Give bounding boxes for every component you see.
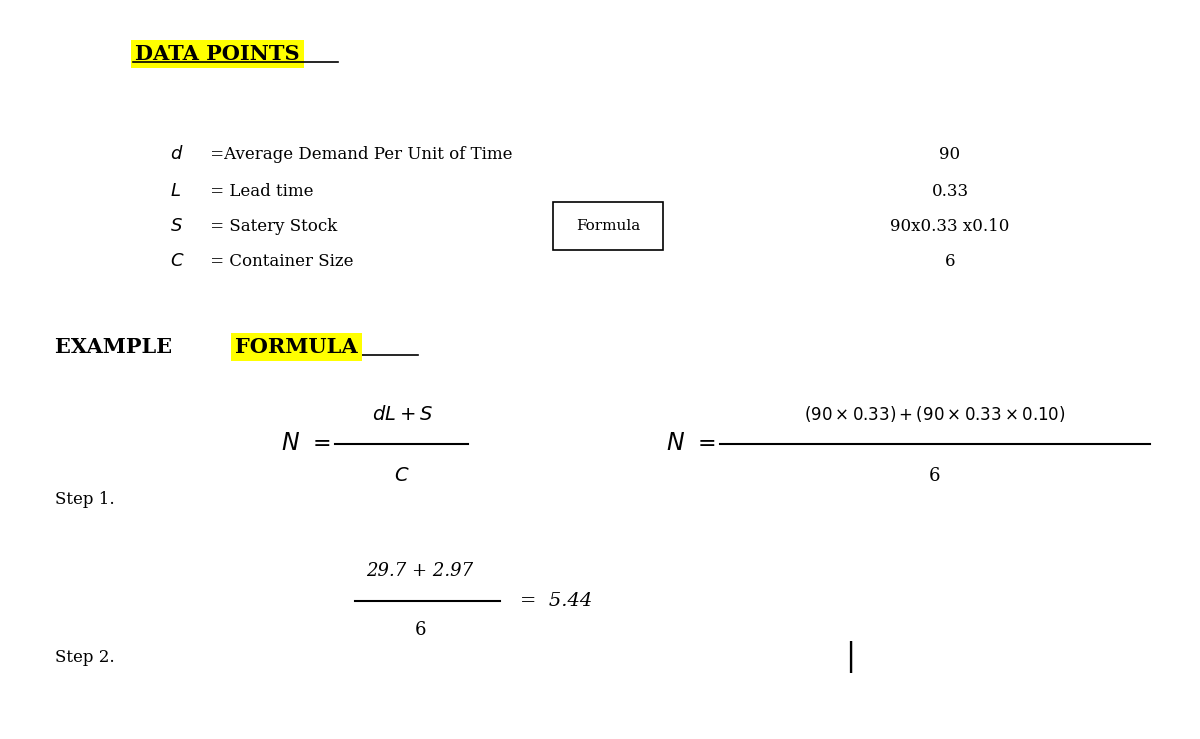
FancyBboxPatch shape [553,202,662,250]
Text: Step 2.: Step 2. [55,649,115,666]
Text: =  5.44: = 5.44 [520,592,593,610]
Text: $N$: $N$ [281,432,300,455]
Text: 6: 6 [944,253,955,270]
Text: EXAMPLE: EXAMPLE [55,337,179,357]
Text: $C$: $C$ [170,252,185,270]
Text: 6: 6 [929,467,941,485]
Text: =: = [313,433,331,455]
Text: =Average Demand Per Unit of Time: =Average Demand Per Unit of Time [205,146,512,163]
Text: $C$: $C$ [395,467,409,485]
Text: 90: 90 [940,146,960,163]
Text: 0.33: 0.33 [931,183,968,200]
Text: $S$: $S$ [170,217,182,235]
Text: 90x0.33 x0.10: 90x0.33 x0.10 [890,217,1009,234]
Text: DATA POINTS: DATA POINTS [134,44,300,64]
Text: |: | [845,641,856,673]
Text: = Container Size: = Container Size [205,253,354,270]
Text: = Lead time: = Lead time [205,183,313,200]
Text: $N$: $N$ [666,432,685,455]
Text: $dL+ S$: $dL+ S$ [372,404,432,423]
Text: 29.7 + 2.97: 29.7 + 2.97 [366,562,474,580]
Text: = Satery Stock: = Satery Stock [205,217,337,234]
Text: 6: 6 [414,621,426,639]
Text: $(90 \times 0.33)+ (90 \times 0.33 \times 0.10)$: $(90 \times 0.33)+ (90 \times 0.33 \time… [804,404,1066,424]
Text: Step 1.: Step 1. [55,491,115,508]
Text: $L$: $L$ [170,182,181,200]
Text: FORMULA: FORMULA [235,337,358,357]
Text: =: = [698,433,716,455]
Text: Formula: Formula [576,219,640,233]
Text: $d$: $d$ [170,145,184,163]
